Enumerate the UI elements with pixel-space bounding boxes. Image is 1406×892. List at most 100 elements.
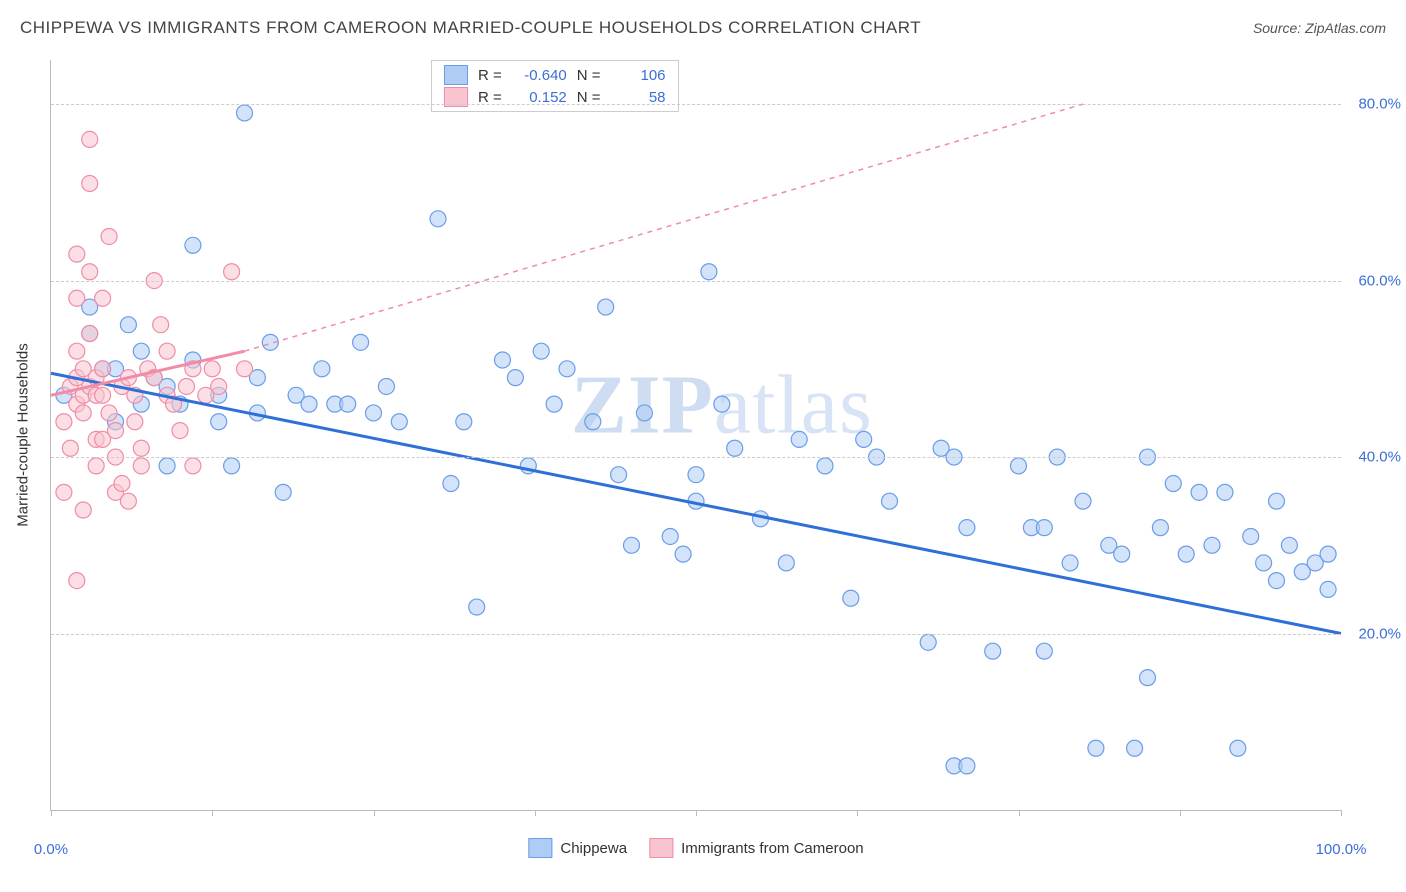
scatter-point <box>1036 643 1052 659</box>
scatter-point <box>237 105 253 121</box>
scatter-point <box>178 378 194 394</box>
scatter-point <box>153 317 169 333</box>
scatter-point <box>1204 537 1220 553</box>
scatter-point <box>1256 555 1272 571</box>
scatter-point <box>62 440 78 456</box>
scatter-point <box>101 228 117 244</box>
scatter-point <box>159 458 175 474</box>
scatter-point <box>69 343 85 359</box>
gridline <box>51 634 1341 635</box>
scatter-point <box>314 361 330 377</box>
scatter-point <box>1088 740 1104 756</box>
scatter-point <box>1269 493 1285 509</box>
scatter-point <box>237 361 253 377</box>
scatter-point <box>1230 740 1246 756</box>
scatter-point <box>1127 740 1143 756</box>
scatter-point <box>1140 670 1156 686</box>
correlation-chart: ZIPatlas Married-couple Households R = -… <box>50 60 1341 811</box>
scatter-point <box>456 414 472 430</box>
scatter-point <box>82 131 98 147</box>
scatter-point <box>430 211 446 227</box>
scatter-point <box>301 396 317 412</box>
scatter-point <box>959 520 975 536</box>
scatter-point <box>185 458 201 474</box>
scatter-point <box>636 405 652 421</box>
stat-r-value: 0.152 <box>512 89 567 106</box>
scatter-point <box>469 599 485 615</box>
scatter-point <box>1062 555 1078 571</box>
scatter-point <box>133 440 149 456</box>
stat-r-label: R = <box>478 89 502 106</box>
scatter-point <box>1320 581 1336 597</box>
scatter-point <box>662 528 678 544</box>
scatter-point <box>701 264 717 280</box>
gridline <box>51 457 1341 458</box>
y-tick-label: 80.0% <box>1346 96 1401 113</box>
page-title: CHIPPEWA VS IMMIGRANTS FROM CAMEROON MAR… <box>20 18 921 38</box>
scatter-point <box>82 176 98 192</box>
stats-row: R = -0.640 N = 106 <box>444 64 666 86</box>
scatter-point <box>204 361 220 377</box>
scatter-point <box>675 546 691 562</box>
legend: Chippewa Immigrants from Cameroon <box>528 838 863 858</box>
scatter-point <box>133 343 149 359</box>
x-tick <box>696 810 697 816</box>
scatter-point <box>82 264 98 280</box>
scatter-point <box>856 431 872 447</box>
scatter-point <box>507 370 523 386</box>
gridline <box>51 281 1341 282</box>
scatter-point <box>159 343 175 359</box>
x-tick-label: 100.0% <box>1316 841 1367 858</box>
scatter-point <box>920 634 936 650</box>
scatter-point <box>185 237 201 253</box>
x-tick-label: 0.0% <box>34 841 68 858</box>
legend-item: Chippewa <box>528 838 627 858</box>
x-tick <box>374 810 375 816</box>
scatter-point <box>211 414 227 430</box>
x-tick <box>1019 810 1020 816</box>
y-axis-title: Married-couple Households <box>15 343 32 526</box>
scatter-point <box>275 484 291 500</box>
scatter-point <box>1281 537 1297 553</box>
scatter-point <box>1269 573 1285 589</box>
scatter-point <box>120 317 136 333</box>
trend-line-extrapolated <box>245 104 1084 351</box>
scatter-point <box>882 493 898 509</box>
scatter-point <box>1075 493 1091 509</box>
legend-label: Immigrants from Cameroon <box>681 840 864 857</box>
scatter-point <box>1243 528 1259 544</box>
scatter-point <box>69 573 85 589</box>
y-tick-label: 20.0% <box>1346 625 1401 642</box>
stat-n-label: N = <box>577 67 601 84</box>
scatter-point <box>791 431 807 447</box>
x-tick <box>212 810 213 816</box>
scatter-point <box>714 396 730 412</box>
x-tick <box>1180 810 1181 816</box>
scatter-point <box>82 326 98 342</box>
scatter-point <box>378 378 394 394</box>
gridline <box>51 104 1341 105</box>
x-tick <box>535 810 536 816</box>
scatter-point <box>443 476 459 492</box>
scatter-point <box>75 405 91 421</box>
scatter-point <box>114 476 130 492</box>
legend-label: Chippewa <box>560 840 627 857</box>
scatter-point <box>1178 546 1194 562</box>
legend-swatch <box>444 65 468 85</box>
scatter-point <box>211 378 227 394</box>
scatter-point <box>1152 520 1168 536</box>
scatter-point <box>75 502 91 518</box>
scatter-point <box>959 758 975 774</box>
y-tick-label: 60.0% <box>1346 272 1401 289</box>
scatter-point <box>69 246 85 262</box>
scatter-point <box>533 343 549 359</box>
trend-line <box>51 373 1341 633</box>
scatter-point <box>817 458 833 474</box>
scatter-point <box>127 414 143 430</box>
scatter-point <box>727 440 743 456</box>
scatter-point <box>69 290 85 306</box>
scatter-point <box>598 299 614 315</box>
scatter-point <box>224 264 240 280</box>
scatter-point <box>1217 484 1233 500</box>
chart-svg <box>51 60 1341 810</box>
